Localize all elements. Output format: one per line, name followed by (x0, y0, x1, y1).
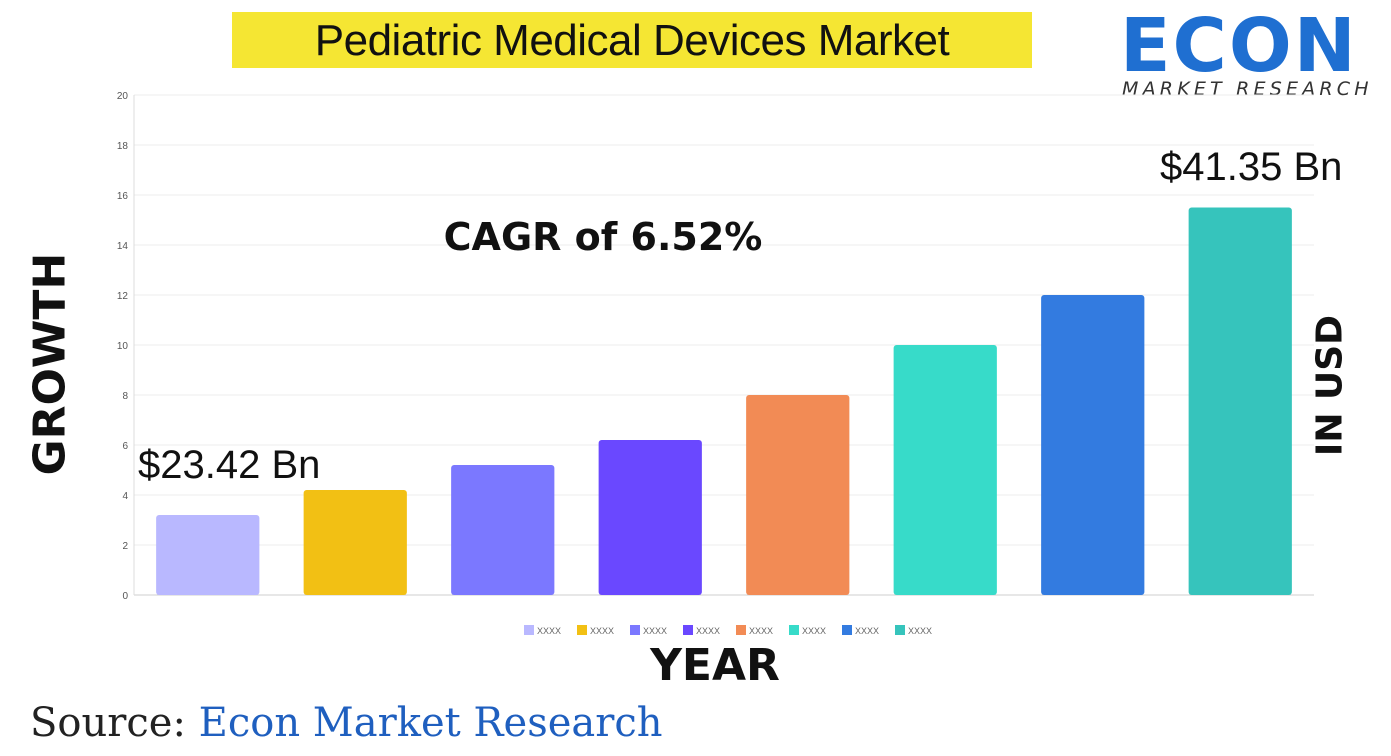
y-tick-label: 12 (117, 291, 129, 302)
y-tick-label: 4 (122, 491, 128, 502)
y-tick-label: 16 (117, 191, 129, 202)
legend-swatch (842, 625, 852, 635)
legend-swatch (736, 625, 746, 635)
y-tick-label: 14 (117, 241, 129, 252)
legend-swatch (789, 625, 799, 635)
legend: XXXX XXXX XXXX XXXX XXXX XXXX XXXX XXXX (524, 625, 932, 636)
title-highlight: Pediatric Medical Devices Market (232, 12, 1032, 68)
bar (451, 465, 555, 595)
bar (303, 490, 407, 595)
legend-swatch (577, 625, 587, 635)
bar (746, 395, 850, 595)
bar (156, 515, 260, 595)
legend-swatch (895, 625, 905, 635)
y-axis-title-left: GROWTH (24, 252, 76, 476)
y-tick-labels: 0 2 4 6 8 10 12 14 16 18 20 (117, 91, 129, 602)
bar (893, 345, 997, 595)
legend-label: XXXX (908, 626, 932, 636)
bar (598, 440, 702, 595)
logo-wordmark: ECON (1120, 3, 1358, 89)
source-line: Source: Econ Market Research (30, 700, 663, 746)
legend-swatch (524, 625, 534, 635)
bars (156, 207, 1292, 595)
bar (1188, 207, 1292, 595)
legend-label: XXXX (590, 626, 614, 636)
y-tick-label: 8 (122, 391, 128, 402)
legend-label: XXXX (749, 626, 773, 636)
legend-label: XXXX (696, 626, 720, 636)
x-axis-title: YEAR (650, 640, 780, 691)
legend-swatch (683, 625, 693, 635)
y-axis-title-right: IN USD (1309, 314, 1351, 457)
legend-label: XXXX (855, 626, 879, 636)
source-name: Econ Market Research (198, 700, 663, 746)
legend-swatch (630, 625, 640, 635)
start-value-label: $23.42 Bn (138, 443, 320, 487)
y-tick-label: 6 (122, 441, 128, 452)
legend-label: XXXX (643, 626, 667, 636)
bar (1041, 295, 1145, 595)
end-value-label: $41.35 Bn (1160, 145, 1342, 189)
y-tick-label: 20 (117, 91, 129, 102)
y-tick-label: 18 (117, 141, 129, 152)
y-tick-label: 10 (117, 341, 129, 352)
legend-label: XXXX (537, 626, 561, 636)
chart-title: Pediatric Medical Devices Market (314, 16, 950, 65)
cagr-annotation: CAGR of 6.52% (444, 215, 763, 259)
legend-label: XXXX (802, 626, 826, 636)
y-tick-label: 2 (122, 541, 128, 552)
y-tick-label: 0 (122, 591, 128, 602)
source-prefix: Source: (30, 700, 186, 746)
